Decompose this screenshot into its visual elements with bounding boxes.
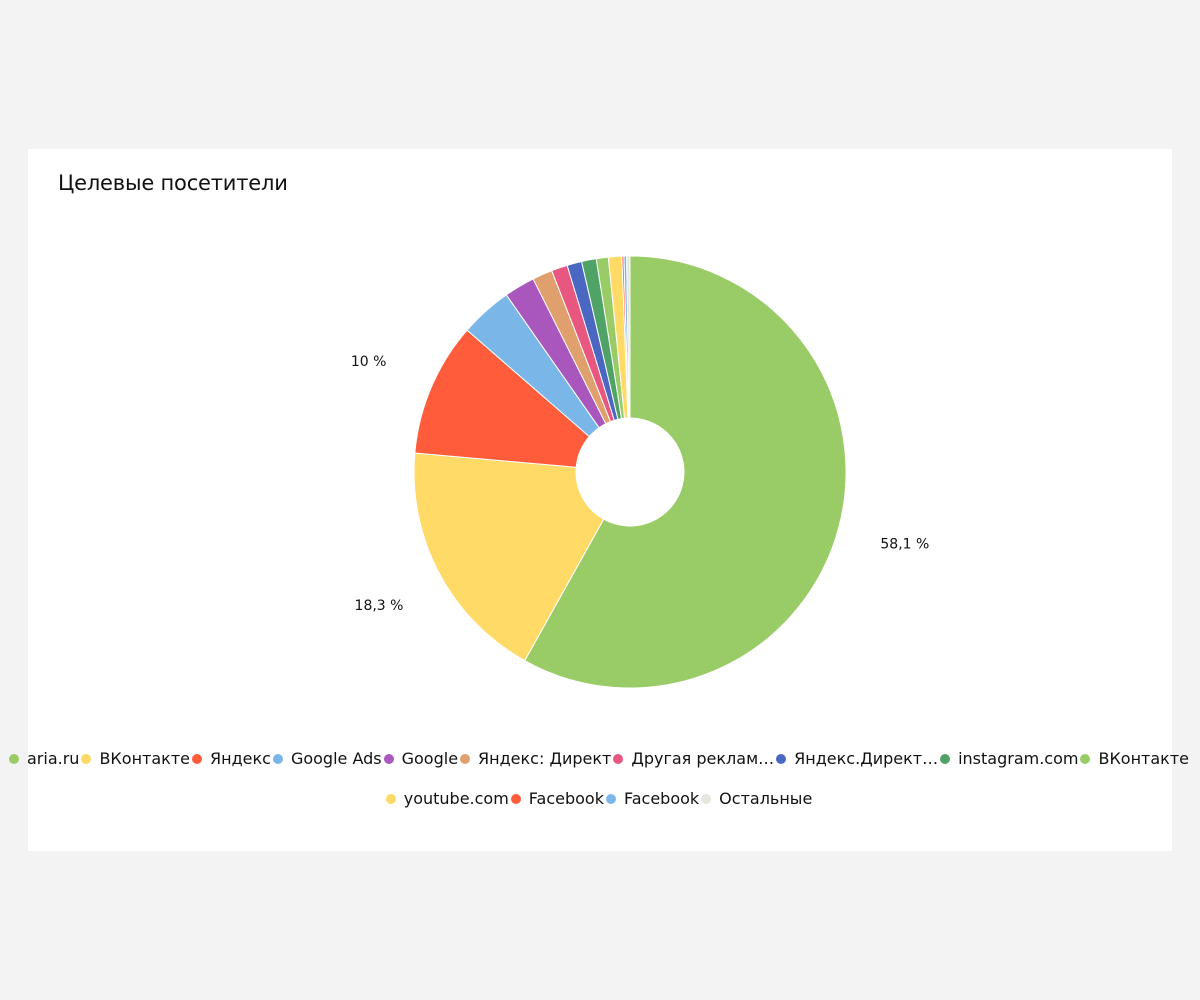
slice-data-label: 10 % bbox=[351, 354, 387, 370]
pie-slice[interactable] bbox=[413, 452, 605, 662]
legend-marker bbox=[81, 753, 92, 764]
legend-item[interactable]: Другая реклам… bbox=[613, 749, 774, 768]
legend-item[interactable]: Яндекс bbox=[191, 749, 271, 768]
legend-item[interactable]: Google Ads bbox=[272, 749, 382, 768]
legend-row-2: youtube.com Facebook Facebook Остальные bbox=[28, 789, 1172, 808]
legend-item[interactable]: ВКонтакте bbox=[1080, 749, 1189, 768]
legend-item[interactable]: youtube.com bbox=[385, 789, 509, 808]
legend-label: Яндекс: Директ bbox=[478, 749, 612, 768]
legend-marker bbox=[613, 753, 624, 764]
legend-item[interactable]: instagram.com bbox=[940, 749, 1078, 768]
pie-slice[interactable] bbox=[626, 255, 631, 419]
legend-item[interactable]: Facebook bbox=[605, 789, 700, 808]
legend-marker bbox=[510, 793, 521, 804]
legend-marker bbox=[9, 753, 19, 764]
legend-label: Google Ads bbox=[290, 749, 382, 768]
legend-marker bbox=[383, 753, 394, 764]
legend-item[interactable]: Остальные bbox=[701, 789, 812, 808]
legend-marker bbox=[1080, 753, 1091, 764]
legend-item[interactable]: Google bbox=[383, 749, 459, 768]
legend-marker bbox=[940, 753, 951, 764]
chart-card: Целевые посетители 58,1 % 18,3 % 10 % aria… bbox=[9, 149, 1189, 851]
legend-label: Остальные bbox=[719, 789, 813, 808]
legend-marker bbox=[605, 793, 616, 804]
chart-title: Целевые посетители bbox=[58, 171, 288, 195]
legend-label: ВКонтакте bbox=[1098, 749, 1190, 768]
legend-marker bbox=[776, 753, 787, 764]
legend-item[interactable]: Яндекс.Директ… bbox=[776, 749, 938, 768]
slice-data-label: 58,1 % bbox=[880, 536, 929, 552]
donut-chart[interactable]: 58,1 % 18,3 % 10 % bbox=[28, 149, 1172, 851]
legend-label: aria.ru bbox=[27, 749, 80, 768]
legend-item[interactable]: Facebook bbox=[510, 789, 604, 808]
legend-marker bbox=[385, 793, 396, 804]
legend-marker bbox=[701, 793, 712, 804]
legend-marker bbox=[191, 753, 202, 764]
legend-label: Яндекс.Директ… bbox=[794, 749, 939, 768]
legend-label: Google bbox=[401, 749, 459, 768]
legend-marker bbox=[272, 753, 283, 764]
slice-data-label: 18,3 % bbox=[355, 598, 404, 614]
legend-item[interactable]: Яндекс: Директ bbox=[460, 749, 611, 768]
legend-row-1: aria.ru ВКонтакте Яндекс Google Ads Google Ян… bbox=[9, 749, 1189, 768]
legend-label: Facebook bbox=[528, 789, 604, 808]
legend-marker bbox=[460, 753, 471, 764]
pie-slice[interactable] bbox=[524, 255, 847, 689]
legend-item[interactable]: aria.ru bbox=[9, 749, 79, 768]
legend-label: Facebook bbox=[623, 789, 700, 808]
legend-label: ВКонтакте bbox=[99, 749, 190, 768]
legend-label: Яндекс bbox=[209, 749, 271, 768]
legend-label: instagram.com bbox=[958, 749, 1079, 768]
pie-slice[interactable] bbox=[414, 329, 590, 468]
legend-label: youtube.com bbox=[403, 789, 509, 808]
legend-label: Другая реклам… bbox=[631, 749, 775, 768]
legend-item[interactable]: ВКонтакте bbox=[81, 749, 190, 768]
